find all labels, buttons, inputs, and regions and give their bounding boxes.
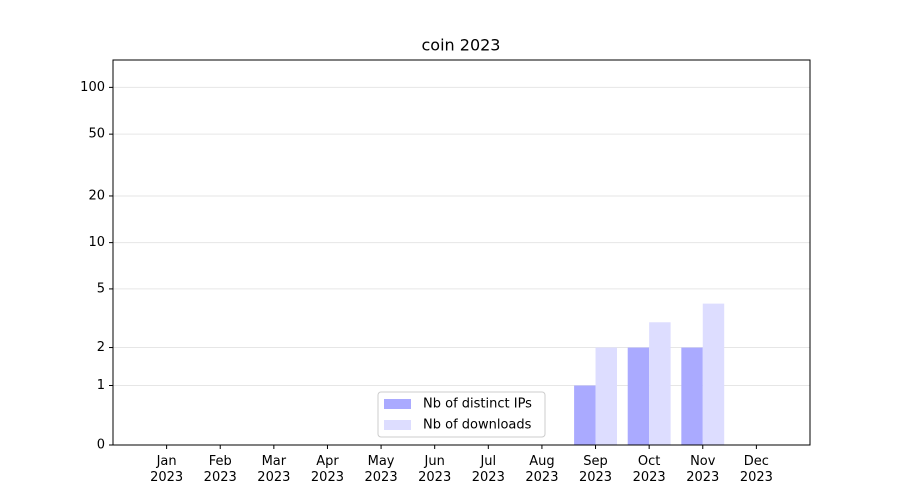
x-tick-label-line: 2023	[418, 470, 451, 485]
x-tick-label-line: Nov	[690, 454, 716, 469]
y-tick-label: 1	[97, 378, 105, 393]
plot-frame	[112, 59, 811, 446]
x-tick-label-line: Jul	[479, 454, 496, 469]
x-tick-label-line: Apr	[316, 454, 339, 469]
legend-label: Nb of distinct IPs	[423, 397, 532, 412]
x-tick-label: Dec 2023	[740, 454, 773, 485]
x-tick-label: Jul 2023	[472, 454, 505, 485]
x-tick-label-line: 2023	[633, 470, 666, 485]
x-tick-label-line: 2023	[150, 470, 183, 485]
y-tick-label: 50	[88, 127, 105, 142]
x-tick-label-line: Mar	[262, 454, 287, 469]
bar	[681, 347, 703, 445]
x-tick-label: May 2023	[365, 454, 398, 485]
x-tick-label: Jun 2023	[418, 454, 451, 485]
x-tick-label-line: Jun	[424, 454, 445, 469]
x-tick-label-line: 2023	[311, 470, 344, 485]
bar	[649, 322, 671, 445]
bar	[574, 385, 596, 445]
x-tick-label: Sep 2023	[579, 454, 612, 485]
x-tick-label-line: Dec	[744, 454, 769, 469]
legend-label: Nb of downloads	[423, 418, 532, 433]
y-tick-label: 100	[80, 80, 105, 95]
x-tick-label: Jan 2023	[150, 454, 183, 485]
x-tick-label: Oct 2023	[633, 454, 666, 485]
legend-swatch	[384, 420, 411, 430]
x-tick-label-line: Sep	[583, 454, 608, 469]
x-tick-label-line: 2023	[686, 470, 719, 485]
x-tick-label: Nov 2023	[686, 454, 719, 485]
legend-box	[377, 391, 546, 438]
bar	[595, 347, 617, 445]
y-tick-label: 10	[88, 235, 105, 250]
x-tick-label-line: Jan	[156, 454, 177, 469]
y-tick-label: 2	[97, 340, 105, 355]
x-tick-label-line: 2023	[204, 470, 237, 485]
x-tick-label: Feb 2023	[204, 454, 237, 485]
x-tick-label-line: 2023	[472, 470, 505, 485]
y-tick-label: 20	[88, 188, 105, 203]
chart-title: coin 2023	[422, 36, 501, 55]
legend-swatch	[384, 399, 411, 409]
x-tick-label-line: Aug	[529, 454, 554, 469]
bar	[702, 303, 725, 445]
x-tick-label-line: Feb	[209, 454, 232, 469]
x-tick-label-line: 2023	[257, 470, 290, 485]
y-tick-label: 5	[97, 281, 105, 296]
y-tick-label: 0	[97, 438, 105, 453]
x-tick-label: Aug 2023	[525, 454, 558, 485]
x-tick-label-line: Oct	[638, 454, 660, 469]
x-tick-label-line: 2023	[365, 470, 398, 485]
x-tick-label-line: 2023	[579, 470, 612, 485]
bar	[627, 347, 650, 445]
x-tick-label-line: May	[368, 454, 395, 469]
x-tick-label-line: 2023	[525, 470, 558, 485]
x-tick-label-line: 2023	[740, 470, 773, 485]
x-tick-label: Mar 2023	[257, 454, 290, 485]
x-tick-label: Apr 2023	[311, 454, 344, 485]
